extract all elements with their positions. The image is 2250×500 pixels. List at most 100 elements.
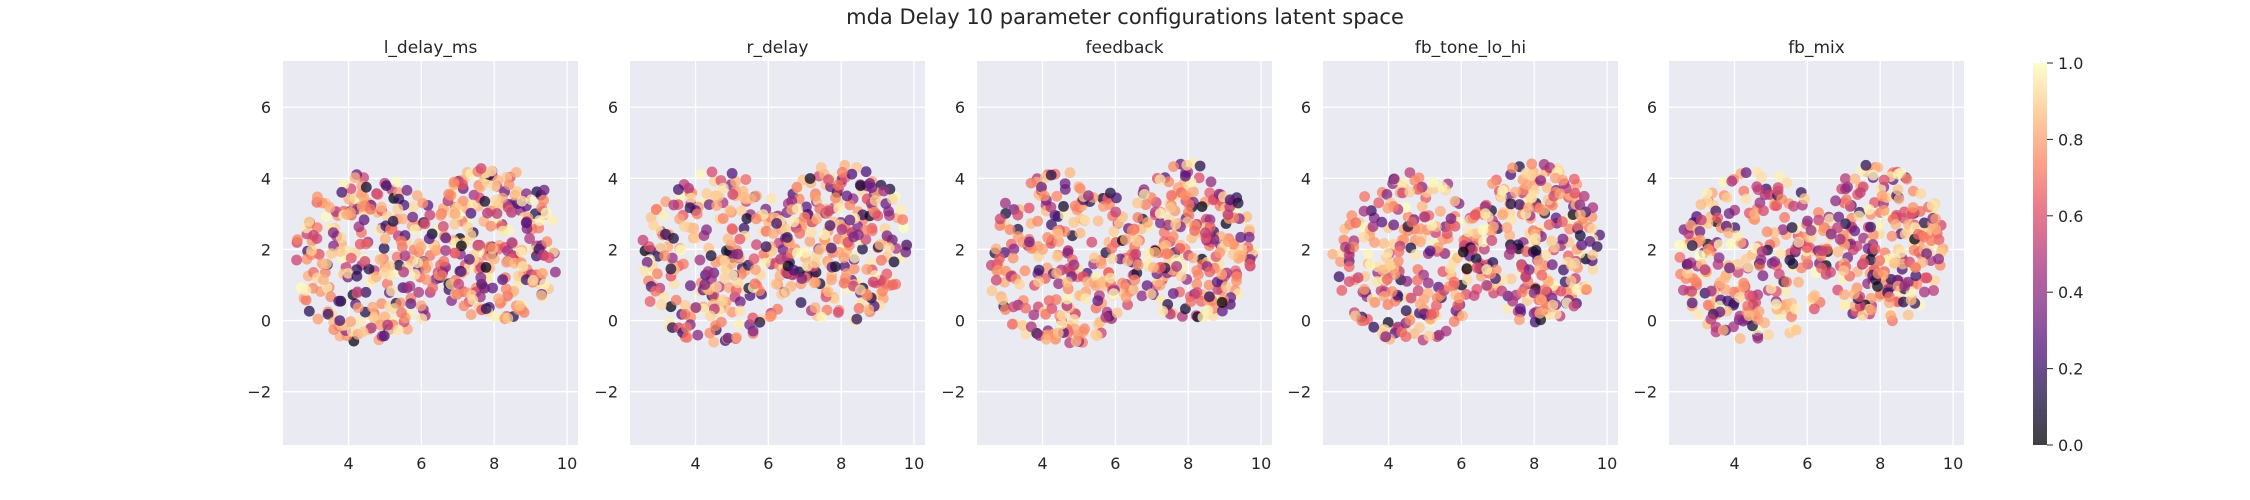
scatter-point <box>1008 301 1019 313</box>
scatter-point <box>1468 290 1480 301</box>
scatter-point <box>751 239 762 251</box>
scatter-point <box>449 208 461 220</box>
scatter-point <box>747 325 759 337</box>
scatter-point <box>734 233 746 245</box>
scatter-point <box>365 322 377 334</box>
scatter-point <box>1586 223 1598 235</box>
scatter-point <box>1470 253 1482 264</box>
scatter-point <box>1059 184 1071 195</box>
scatter-point <box>1695 199 1707 211</box>
scatter-point <box>1040 308 1052 320</box>
scatter-point <box>844 214 856 226</box>
scatter-point <box>650 285 661 297</box>
scatter-point <box>419 218 431 230</box>
scatter-point <box>1424 245 1436 257</box>
scatter-point <box>1726 239 1737 250</box>
scatter-point <box>1461 274 1473 286</box>
scatter-point <box>520 217 532 229</box>
scatter-point <box>1699 264 1711 276</box>
scatter-point <box>490 194 502 206</box>
scatter-point <box>659 250 670 262</box>
scatter-point <box>1333 271 1345 283</box>
scatter-point <box>1202 305 1214 316</box>
scatter-point <box>1712 259 1724 270</box>
scatter-point <box>1384 259 1396 271</box>
scatter-point <box>1839 289 1850 301</box>
scatter-point <box>1120 234 1131 246</box>
scatter-point <box>378 330 390 342</box>
scatter-point <box>741 213 753 224</box>
scatter-point <box>1467 244 1478 256</box>
scatter-point <box>1568 173 1580 185</box>
scatter-point <box>484 241 496 253</box>
scatter-point <box>334 315 346 326</box>
scatter-point <box>1574 230 1586 241</box>
scatter-point <box>809 190 821 202</box>
scatter-point <box>472 239 484 251</box>
scatter-point <box>1008 243 1020 255</box>
scatter-point <box>352 302 364 313</box>
scatter-point <box>1713 239 1725 251</box>
scatter-point <box>465 309 477 320</box>
scatter-point <box>1356 315 1368 327</box>
scatter-point <box>1813 214 1824 226</box>
scatter-point <box>690 302 702 313</box>
scatter-point <box>1231 271 1243 283</box>
scatter-point <box>1222 209 1234 221</box>
scatter-point <box>679 300 691 311</box>
scatter-point <box>1876 190 1888 202</box>
scatter-point <box>1838 265 1849 276</box>
scatter-point <box>486 165 497 177</box>
scatter-point <box>1902 309 1914 321</box>
scatter-point <box>1100 311 1112 323</box>
scatter-point <box>1720 284 1731 295</box>
panel-r_delay: 4 6 8 10 −2 0 2 4 6 r_delay <box>594 38 925 473</box>
y-tick-label: 2 <box>1647 240 1657 259</box>
scatter-point <box>1526 158 1538 170</box>
scatter-point <box>801 260 813 272</box>
scatter-point <box>417 197 429 209</box>
colorbar-ticks: 0.0 0.2 0.4 0.6 0.8 1.0 <box>2047 54 2083 455</box>
scatter-point <box>1089 252 1100 264</box>
scatter-point <box>1840 173 1851 185</box>
scatter-point <box>701 224 712 236</box>
scatter-point <box>420 263 432 274</box>
scatter-point <box>1157 305 1169 317</box>
scatter-point <box>1083 190 1094 202</box>
scatter-point <box>413 286 425 298</box>
scatter-point <box>359 256 371 267</box>
scatter-point <box>863 304 875 315</box>
scatter-point <box>1860 159 1872 171</box>
scatter-point <box>1728 321 1739 333</box>
scatter-point <box>1773 268 1785 280</box>
scatter-point <box>321 258 332 270</box>
scatter-point <box>503 179 515 191</box>
scatter-point <box>1892 184 1904 196</box>
scatter-point <box>836 166 848 178</box>
scatter-point <box>506 237 518 249</box>
scatter-point <box>846 168 858 180</box>
scatter-point <box>1910 270 1922 282</box>
x-tick-label: 8 <box>1875 454 1885 473</box>
x-tick-label: 6 <box>1110 454 1120 473</box>
scatter-point <box>1787 258 1799 270</box>
scatter-point <box>754 316 766 328</box>
scatter-point <box>514 300 525 312</box>
scatter-point <box>1364 259 1376 271</box>
scatter-point <box>401 184 413 196</box>
scatter-point <box>658 291 670 302</box>
y-tick-label: 0 <box>261 312 271 331</box>
scatter-point <box>449 247 461 259</box>
scatter-point <box>1058 201 1069 212</box>
scatter-point <box>1392 255 1404 267</box>
scatter-point <box>730 176 741 187</box>
scatter-point <box>678 258 689 270</box>
scatter-point <box>1858 257 1869 269</box>
scatter-point <box>665 263 677 275</box>
scatter-point <box>1427 177 1439 188</box>
scatter-point <box>1872 268 1884 279</box>
scatter-point <box>1410 249 1422 260</box>
scatter-point <box>986 285 998 297</box>
scatter-point <box>1564 223 1575 235</box>
colorbar-tick-label: 0.4 <box>2058 283 2083 302</box>
